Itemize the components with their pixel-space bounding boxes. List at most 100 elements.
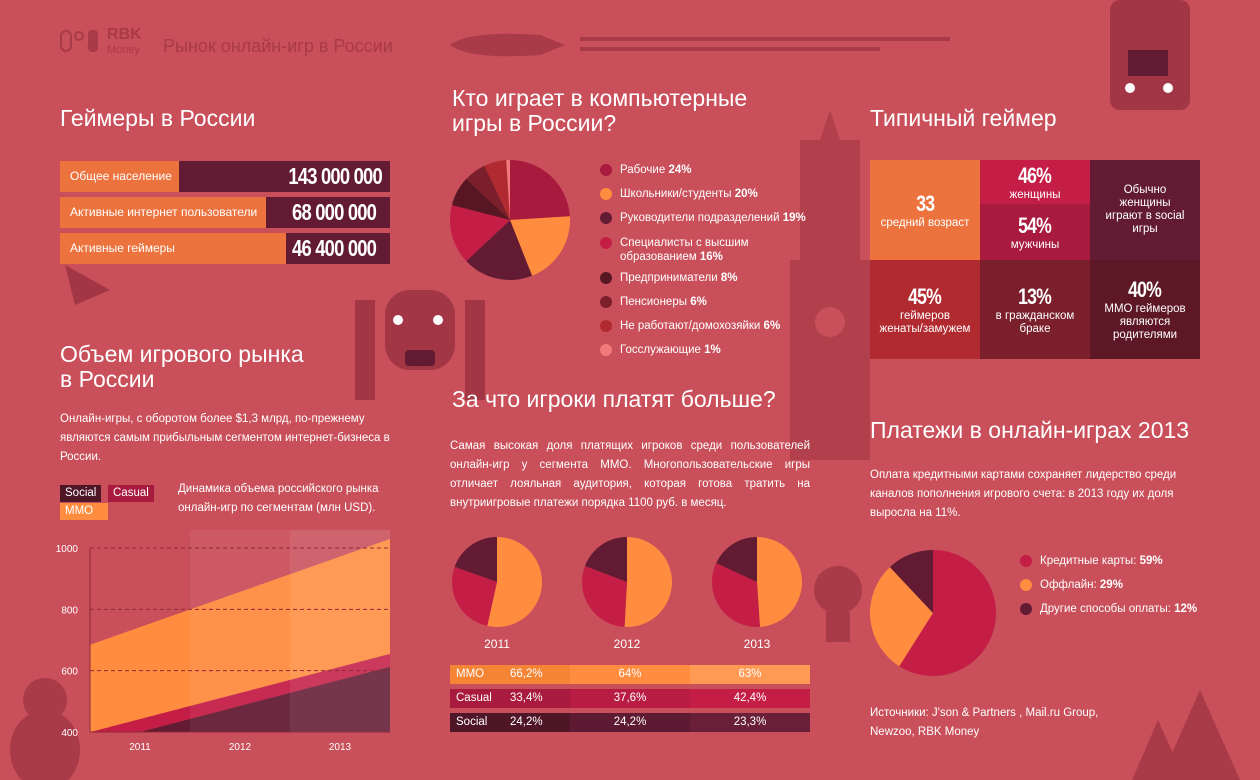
cell-parents: 40% MMO геймеров являются родителями: [1090, 260, 1200, 359]
payment-slice-другие-способы-оплаты-: [889, 550, 933, 613]
legend-item: Госслужающие 1%: [600, 343, 860, 357]
stat-value: 46 400 000: [291, 235, 377, 261]
legend-item: Не работают/домохозяйки 6%: [600, 319, 860, 333]
legend-value: 6%: [763, 320, 781, 332]
area-mmo: [90, 538, 390, 732]
cell-text: геймеров женаты/замужем: [879, 309, 971, 335]
who-title: Кто играет в компьютерные игры в России?: [452, 86, 747, 136]
logo-mark-icon: [60, 30, 98, 52]
sources: Источники: J'son & Partners , Mail.ru Gr…: [870, 707, 1099, 738]
matryoshka-icon: [10, 678, 80, 780]
occupation-slice-предприниматели: [451, 178, 510, 220]
cell-value: 54%: [1018, 212, 1053, 238]
legend-dot-icon: [600, 296, 612, 308]
table-cell: 42,4%: [690, 689, 810, 708]
legend-value: 24%: [668, 164, 692, 176]
legend-item: Предприниматели 8%: [600, 271, 860, 285]
legend-dot-icon: [600, 320, 612, 332]
page-title: Рынок онлайн-игр в России: [163, 36, 393, 56]
pie-year-label: 2011: [484, 637, 510, 651]
segment-pies: 2011 2012 2013: [452, 537, 803, 651]
table-row: 66,2% 64% 63% MMO: [450, 665, 810, 684]
pie-2013-slice-social: [716, 537, 757, 582]
legend-value: 1%: [704, 344, 721, 356]
pie-2012-slice-social: [584, 537, 627, 582]
bear-icon: [355, 290, 485, 400]
legend-value: 19%: [782, 212, 806, 224]
market-title-line2: в России: [60, 366, 155, 392]
table-cell: 24,2%: [450, 713, 570, 732]
who-title-line1: Кто играет в компьютерные: [452, 85, 748, 111]
legend-label: Пенсионеры: [620, 296, 687, 308]
market-title: Объем игрового рынка в России: [60, 342, 304, 392]
stat-label: Активные интернет пользователи: [60, 197, 266, 228]
legend-value: 12%: [1174, 603, 1198, 615]
legend-mmo: MMO: [60, 503, 108, 520]
occupation-slice-рабочие: [510, 160, 570, 220]
pie-2011-slice-mmo: [487, 537, 542, 627]
payment-slice-оффлайн-: [870, 567, 933, 667]
legend-value: 6%: [690, 296, 707, 308]
stat-value: 68 000 000: [291, 199, 377, 225]
x-tick-label: 2012: [229, 742, 252, 753]
pay-more-text: Самая высокая доля платящих игроков сред…: [450, 440, 810, 509]
y-tick-label: 600: [61, 667, 78, 678]
pie-year-label: 2012: [614, 637, 641, 651]
area-chart-caption: Динамика объема российского рынка онлайн…: [178, 483, 379, 514]
cell-text: MMO геймеров являются родителями: [1104, 303, 1186, 341]
payment-legend-item: Другие способы оплаты: 12%: [1020, 602, 1240, 616]
samovar-icon: [814, 566, 862, 642]
cell-women-social: Обычно женщины играют в social игры: [1090, 160, 1200, 260]
cell-value: 13%: [1018, 283, 1053, 309]
row-label: MMO: [456, 668, 485, 680]
tree-icon: [1132, 690, 1240, 780]
legend-item: Пенсионеры 6%: [600, 295, 860, 309]
stat-value: 143 000 000: [288, 163, 382, 189]
pie-2011-slice-casual: [452, 566, 497, 626]
occupation-slice-руководители-подразделений: [466, 220, 533, 280]
balalaika-icon: [65, 265, 110, 305]
kremlin-tower-icon: [790, 110, 870, 460]
cell-married: 45% геймеров женаты/замужем: [870, 260, 980, 359]
table-cell: 66,2%: [450, 665, 570, 684]
stat-label: Общее население: [60, 161, 179, 192]
payments-text: Оплата кредитными картами сохраняет лиде…: [870, 469, 1177, 519]
legend-label: Предприниматели: [620, 272, 718, 284]
legend-value: 20%: [734, 188, 758, 200]
payments-pie: [870, 550, 996, 676]
legend-dot-icon: [600, 237, 612, 249]
pay-more-title: За что игроки платят больше?: [452, 386, 776, 412]
legend-dot-icon: [1020, 603, 1032, 615]
legend-dot-icon: [600, 272, 612, 284]
legend-value: 29%: [1099, 579, 1123, 591]
year-column-shade: [290, 530, 390, 732]
y-tick-label: 400: [61, 728, 78, 739]
y-tick-label: 800: [61, 605, 78, 616]
y-tick-label: 1000: [56, 544, 79, 555]
pie-2011-slice-social: [454, 537, 497, 582]
pie-2013-slice-casual: [712, 563, 760, 627]
payment-legend-item: Кредитные карты: 59%: [1020, 554, 1240, 568]
row-label: Casual: [456, 692, 492, 704]
cell-age: 33 средний возраст: [870, 160, 980, 260]
legend-dot-icon: [1020, 579, 1032, 591]
stat-bar-population: Общее население 143 000 000: [60, 161, 390, 192]
x-tick-label: 2011: [129, 742, 151, 753]
market-title-line1: Объем игрового рынка: [60, 341, 304, 367]
legend-label: Госслужающие: [620, 344, 701, 356]
legend-value: 59%: [1139, 555, 1163, 567]
legend-item: Специалисты с высшим образованием 16%: [600, 236, 800, 264]
cell-text: женщины: [1009, 188, 1061, 201]
stat-bar-internet: Активные интернет пользователи 68 000 000: [60, 197, 390, 228]
table-cell: 63%: [690, 665, 810, 684]
cell-women: 46% женщины: [980, 160, 1090, 204]
legend-item: Рабочие 24%: [600, 163, 860, 177]
typical-title: Типичный геймер: [870, 105, 1057, 131]
cell-men: 54% мужчины: [980, 204, 1090, 260]
x-tick-label: 2013: [329, 742, 352, 753]
area-social: [90, 666, 390, 732]
legend-dot-icon: [600, 344, 612, 356]
table-row: 24,2% 24,2% 23,3% Social: [450, 713, 810, 732]
table-cell: 24,2%: [570, 713, 690, 732]
logo-text: RBK: [107, 26, 142, 43]
